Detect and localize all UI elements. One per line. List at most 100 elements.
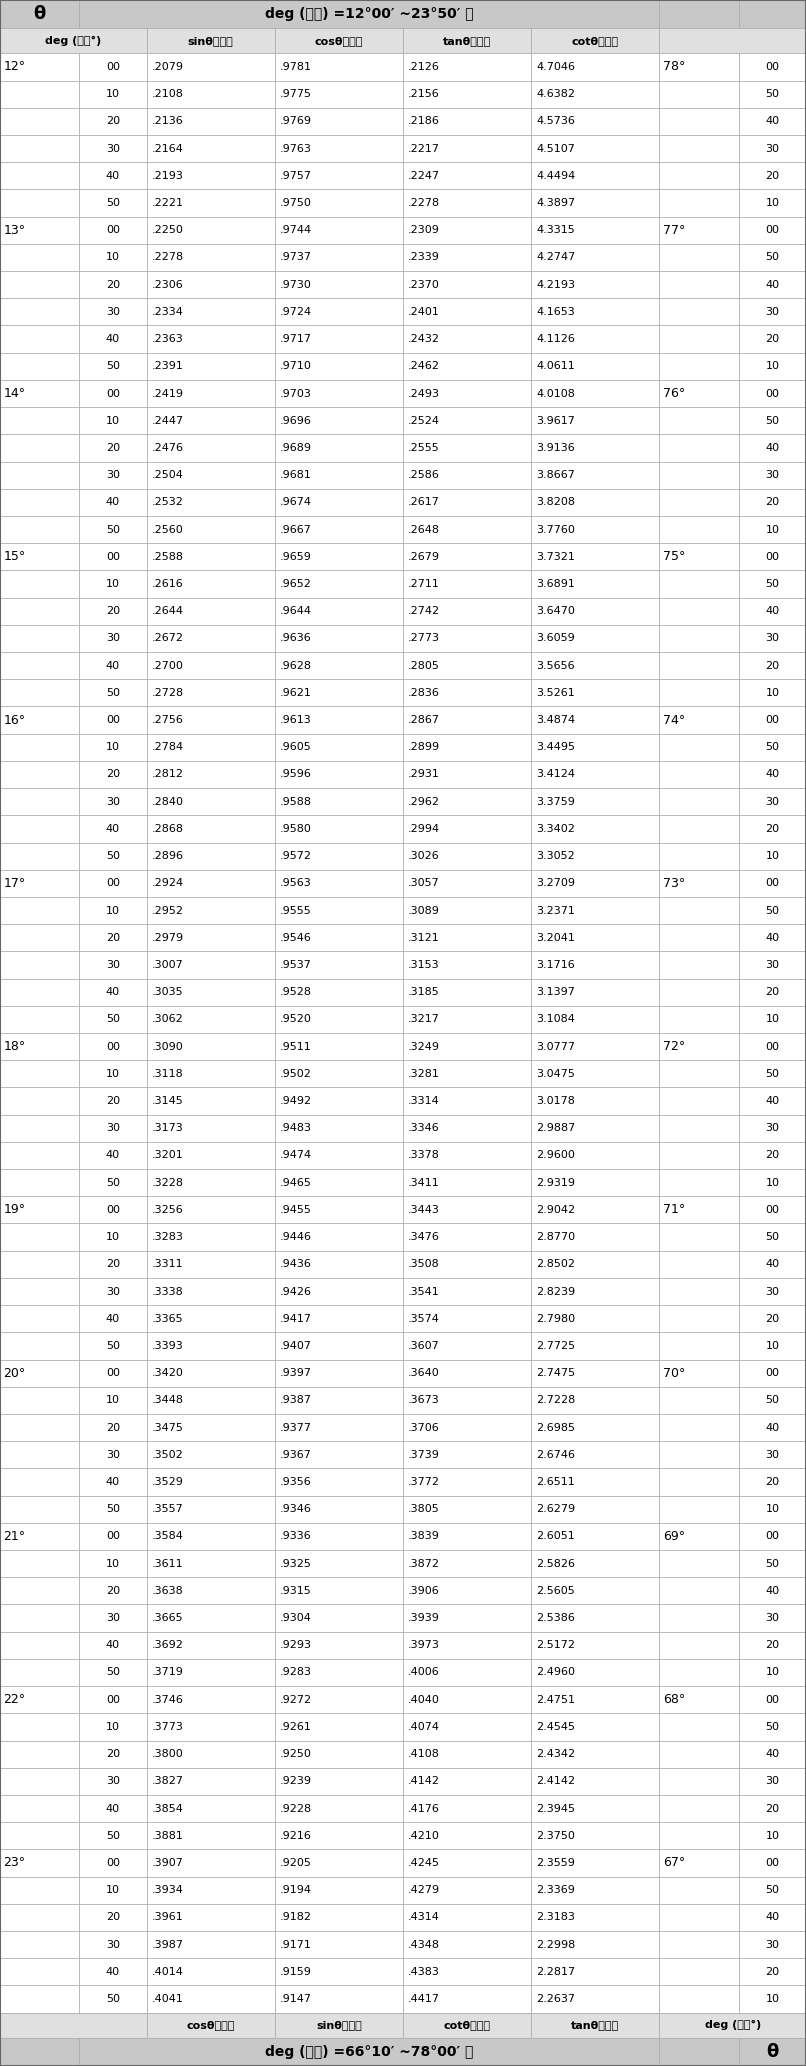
Bar — [531, 490, 659, 516]
Bar — [275, 2012, 403, 2037]
Text: .2924: .2924 — [152, 878, 184, 888]
Text: .3640: .3640 — [408, 1368, 440, 1378]
Text: 00: 00 — [106, 62, 120, 72]
Text: 30: 30 — [106, 471, 120, 479]
Bar — [0, 1959, 79, 1985]
Bar — [275, 680, 403, 707]
Text: 30: 30 — [766, 1614, 779, 1624]
Text: .3574: .3574 — [408, 1314, 440, 1324]
Text: 40: 40 — [766, 1097, 779, 1105]
Bar — [147, 1849, 275, 1876]
Bar — [275, 597, 403, 624]
Bar — [0, 1033, 79, 1060]
Text: 18°: 18° — [3, 1039, 26, 1054]
Text: 40: 40 — [766, 1750, 779, 1758]
Bar — [531, 461, 659, 490]
Bar — [0, 1523, 79, 1550]
Text: .2186: .2186 — [408, 116, 440, 126]
Text: 40: 40 — [106, 1477, 120, 1488]
Bar — [659, 1550, 739, 1576]
Bar — [147, 843, 275, 870]
Text: deg (角度) =12°00′ ~23°50′ 时: deg (角度) =12°00′ ~23°50′ 时 — [265, 6, 474, 21]
Bar — [659, 217, 739, 244]
Bar — [659, 1985, 739, 2012]
Text: 00: 00 — [106, 225, 120, 236]
Text: .9387: .9387 — [280, 1395, 312, 1405]
Bar — [0, 707, 79, 733]
Text: 00: 00 — [766, 62, 779, 72]
Bar — [275, 29, 403, 54]
Bar — [275, 1279, 403, 1306]
Text: .9667: .9667 — [280, 525, 312, 535]
Bar — [659, 1169, 739, 1196]
Text: .9757: .9757 — [280, 171, 312, 182]
Text: 70°: 70° — [663, 1366, 685, 1380]
Bar — [403, 1632, 531, 1659]
Text: 67°: 67° — [663, 1857, 685, 1870]
Bar — [147, 1469, 275, 1496]
Text: 50: 50 — [106, 688, 120, 698]
Bar — [275, 543, 403, 570]
Text: .2805: .2805 — [408, 661, 440, 671]
Bar — [0, 1740, 79, 1768]
Text: 40: 40 — [766, 1913, 779, 1921]
Text: 30: 30 — [766, 1777, 779, 1787]
Text: .9304: .9304 — [280, 1614, 312, 1624]
Bar — [275, 1605, 403, 1632]
Bar — [0, 516, 79, 543]
Text: 40: 40 — [106, 1967, 120, 1977]
Text: .9446: .9446 — [280, 1231, 312, 1242]
Text: .4383: .4383 — [408, 1967, 440, 1977]
Text: 00: 00 — [106, 1857, 120, 1868]
Bar — [79, 407, 147, 434]
Bar — [79, 1576, 147, 1605]
Bar — [739, 870, 806, 897]
Bar — [147, 1060, 275, 1087]
Text: .9621: .9621 — [280, 688, 312, 698]
Bar — [403, 597, 531, 624]
Text: .9769: .9769 — [280, 116, 312, 126]
Text: 2.9600: 2.9600 — [536, 1151, 575, 1161]
Text: 10: 10 — [766, 1994, 779, 2004]
Bar — [79, 190, 147, 217]
Bar — [659, 1413, 739, 1442]
Bar — [739, 1087, 806, 1116]
Text: .2447: .2447 — [152, 415, 184, 426]
Text: 20: 20 — [766, 1967, 779, 1977]
Bar — [79, 1959, 147, 1985]
Bar — [147, 1279, 275, 1306]
Bar — [275, 1142, 403, 1169]
Bar — [659, 653, 739, 680]
Bar — [275, 1006, 403, 1033]
Text: .3673: .3673 — [408, 1395, 440, 1405]
Bar — [147, 516, 275, 543]
Bar — [147, 924, 275, 950]
Text: .2728: .2728 — [152, 688, 184, 698]
Bar — [147, 1496, 275, 1523]
Text: .9417: .9417 — [280, 1314, 312, 1324]
Bar — [147, 54, 275, 81]
Text: .3475: .3475 — [152, 1423, 184, 1432]
Bar — [275, 816, 403, 843]
Bar — [659, 163, 739, 190]
Text: cosθ的真値: cosθ的真値 — [186, 2021, 235, 2031]
Bar — [275, 1822, 403, 1849]
Bar — [403, 326, 531, 353]
Bar — [739, 1768, 806, 1795]
Bar — [147, 1006, 275, 1033]
Text: .3987: .3987 — [152, 1940, 184, 1950]
Bar — [531, 298, 659, 326]
Text: 10: 10 — [106, 1395, 120, 1405]
Text: 3.6059: 3.6059 — [536, 634, 575, 643]
Bar — [531, 326, 659, 353]
Bar — [659, 1849, 739, 1876]
Text: 30: 30 — [766, 145, 779, 153]
Text: .2476: .2476 — [152, 442, 184, 452]
Bar — [739, 1849, 806, 1876]
Text: .3035: .3035 — [152, 988, 183, 998]
Text: .3638: .3638 — [152, 1587, 184, 1595]
Bar — [275, 707, 403, 733]
Text: .3026: .3026 — [408, 851, 440, 862]
Text: 2.5826: 2.5826 — [536, 1558, 575, 1568]
Text: .9572: .9572 — [280, 851, 312, 862]
